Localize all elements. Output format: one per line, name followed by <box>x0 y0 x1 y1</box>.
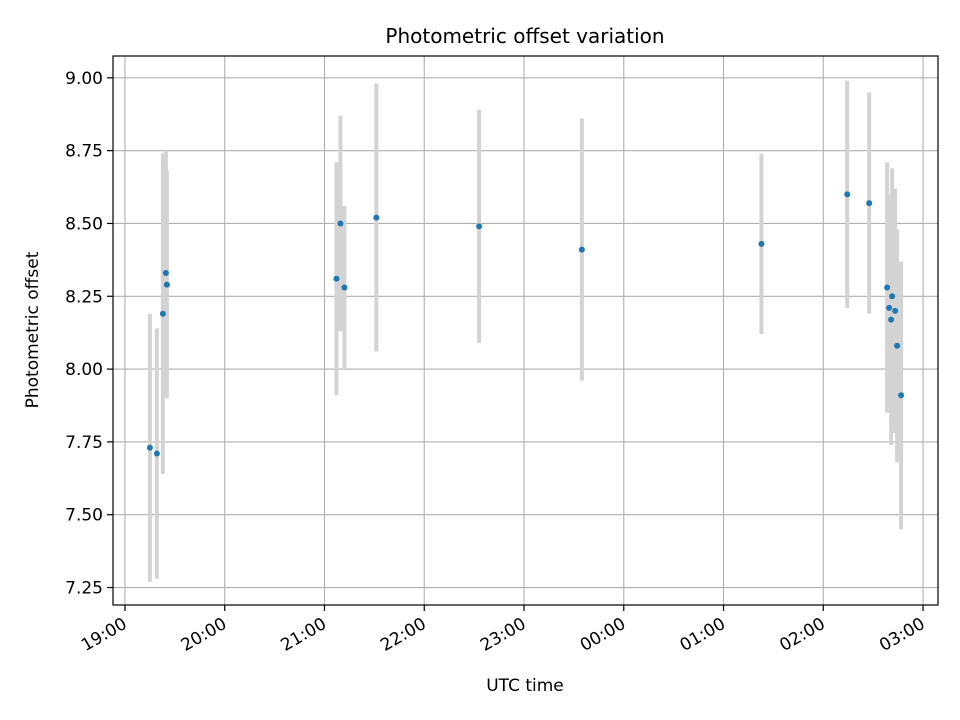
data-point-5 <box>333 275 340 282</box>
data-point-15 <box>886 304 893 311</box>
data-point-20 <box>898 392 905 399</box>
x-tick-label: 00:00 <box>577 614 629 656</box>
data-point-16 <box>888 316 895 323</box>
x-tick-label: 23:00 <box>477 614 529 656</box>
y-tick-label: 7.25 <box>65 579 103 599</box>
data-point-18 <box>892 307 899 314</box>
x-tick-label: 03:00 <box>876 614 928 656</box>
grid <box>113 56 938 605</box>
y-tick-label: 7.50 <box>65 506 103 526</box>
y-tick-label: 8.75 <box>65 142 103 162</box>
x-axis-ticks: 19:00 20:00 21:00 22:00 23:00 00:00 01:00 02:00… <box>78 605 929 656</box>
y-tick-label: 9.00 <box>65 69 103 89</box>
data-point-1 <box>153 450 160 457</box>
x-tick-label: 22:00 <box>377 614 429 656</box>
x-tick-label: 02:00 <box>776 614 828 656</box>
data-point-3 <box>162 269 169 276</box>
x-tick-label: 19:00 <box>78 614 130 656</box>
plot-area-frame <box>112 55 939 606</box>
data-point-12 <box>844 191 851 198</box>
data-point-17 <box>889 293 896 300</box>
data-point-19 <box>894 342 901 349</box>
data-point-6 <box>337 220 344 227</box>
y-axis-label: Photometric offset <box>23 251 43 408</box>
error-bars <box>147 80 904 582</box>
y-axis-ticks: 7.25 7.50 7.75 8.00 8.25 8.50 8.75 9.00 <box>65 69 113 599</box>
data-point-13 <box>866 200 873 207</box>
x-axis-label: UTC time <box>486 676 564 696</box>
y-tick-label: 8.25 <box>65 287 103 307</box>
data-point-11 <box>758 240 765 247</box>
y-tick-label: 8.50 <box>65 214 103 234</box>
data-point-2 <box>159 310 166 317</box>
chart-title: Photometric offset variation <box>385 24 664 48</box>
data-point-0 <box>146 444 153 451</box>
y-tick-label: 7.75 <box>65 433 103 453</box>
x-tick-label: 20:00 <box>178 614 230 656</box>
x-tick-label: 01:00 <box>677 614 729 656</box>
data-point-7 <box>341 284 348 291</box>
data-points <box>146 191 905 457</box>
data-point-8 <box>373 214 380 221</box>
data-point-9 <box>476 223 483 230</box>
data-point-10 <box>578 246 585 253</box>
x-tick-label: 21:00 <box>278 614 330 656</box>
y-tick-label: 8.00 <box>65 360 103 380</box>
data-point-4 <box>163 281 170 288</box>
data-point-14 <box>884 284 891 291</box>
